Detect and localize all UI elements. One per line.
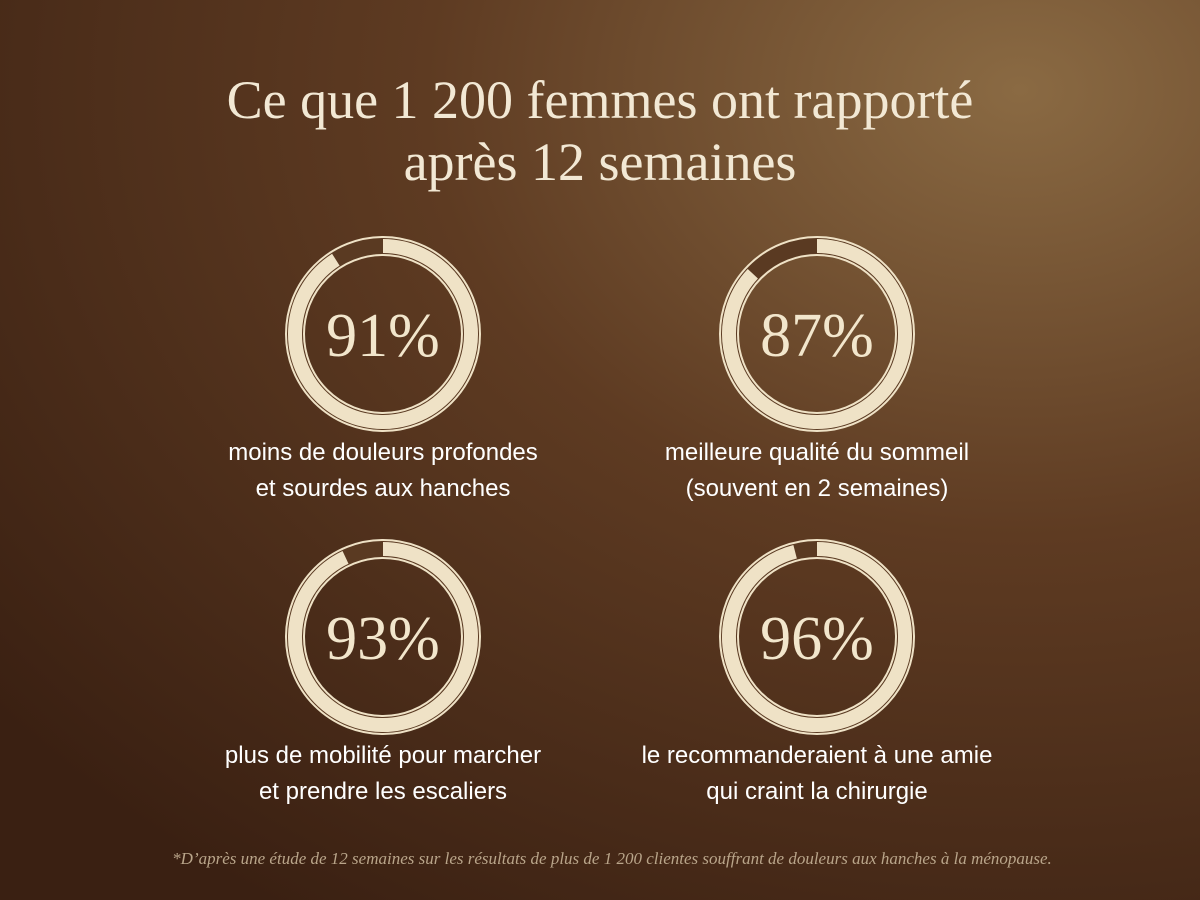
ring-outline [719,236,915,432]
stat-label: qui craint la chirurgie [706,778,927,805]
stat-value: 93% [326,605,440,673]
ring-arc [288,542,478,732]
stat-label: et prendre les escaliers [259,778,507,805]
stat-value: 87% [760,302,874,370]
ring-outline [303,254,463,414]
ring-outline [737,557,897,717]
ring-arc [722,542,912,732]
ring-outline [737,254,897,414]
stat-value: 96% [760,605,874,673]
ring-outline [285,236,481,432]
title-line: Ce que 1 200 femmes ont rapporté [227,70,974,130]
ring-arc [288,239,478,429]
stat-label: meilleure qualité du sommeil [665,439,969,466]
title-line: après 12 semaines [404,132,797,192]
stat-label: le recommanderaient à une amie [642,742,993,769]
footnote: *D’après une étude de 12 semaines sur le… [172,849,1052,868]
stat-label: (souvent en 2 semaines) [686,475,949,502]
stat-label: et sourdes aux hanches [256,475,511,502]
ring-outline [285,539,481,735]
ring-outline [303,557,463,717]
stat-label: moins de douleurs profondes [228,439,538,466]
ring-outline [719,539,915,735]
stat-value: 91% [326,302,440,370]
ring-arc [722,239,912,429]
stat-label: plus de mobilité pour marcher [225,742,541,769]
